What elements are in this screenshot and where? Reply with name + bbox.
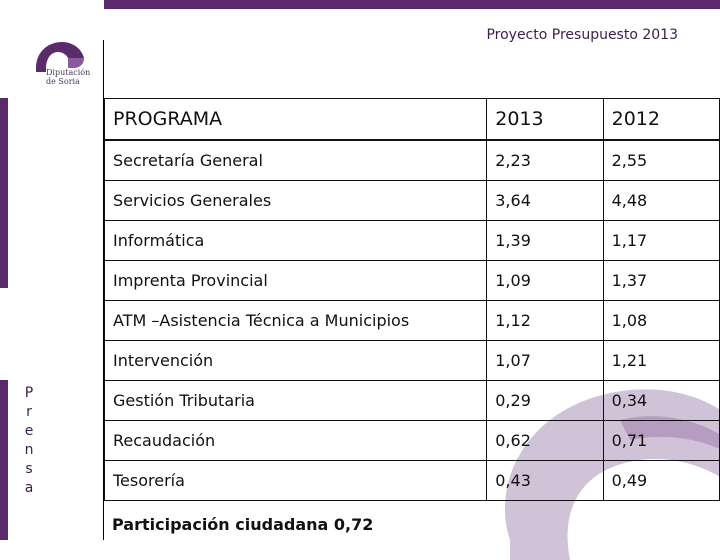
table-row: ATM –Asistencia Técnica a Municipios 1,1…: [103, 300, 720, 341]
value-2012-cell: 0,34: [602, 380, 720, 421]
table-row: Recaudación 0,62 0,71: [103, 420, 720, 461]
sidebar-vertical-label: P r e n s a: [22, 384, 36, 498]
program-cell: ATM –Asistencia Técnica a Municipios: [103, 300, 488, 341]
budget-table: PROGRAMA 2013 2012 Secretaría General 2,…: [103, 98, 720, 501]
value-2012-cell: 4,48: [602, 180, 720, 221]
value-2013-cell: 2,23: [486, 139, 604, 181]
table-row: Gestión Tributaria 0,29 0,34: [103, 380, 720, 421]
table-row: Secretaría General 2,23 2,55: [103, 139, 720, 181]
value-2012-cell: 2,55: [602, 139, 720, 181]
program-cell: Intervención: [103, 340, 488, 381]
header-2013: 2013: [486, 98, 604, 141]
table-header-row: PROGRAMA 2013 2012: [103, 98, 720, 141]
logo-text: Diputación de Soria: [46, 68, 90, 86]
logo-line-1: Diputación: [46, 68, 91, 77]
page-title: Proyecto Presupuesto 2013: [486, 27, 678, 43]
value-2012-cell: 1,37: [602, 260, 720, 301]
sidebar-letter: P: [24, 385, 34, 401]
value-2012-cell: 1,21: [602, 340, 720, 381]
value-2013-cell: 3,64: [486, 180, 604, 221]
value-2012-cell: 1,08: [602, 300, 720, 341]
value-2012-cell: 0,71: [602, 420, 720, 461]
table-row: Informática 1,39 1,17: [103, 220, 720, 261]
value-2013-cell: 1,07: [486, 340, 604, 381]
table-row: Servicios Generales 3,64 4,48: [103, 180, 720, 221]
value-2013-cell: 1,39: [486, 220, 604, 261]
left-accent-bar-top: [0, 98, 8, 288]
table-row: Tesorería 0,43 0,49: [103, 460, 720, 501]
value-2012-cell: 1,17: [602, 220, 720, 261]
sidebar-letter: s: [25, 461, 33, 477]
value-2012-cell: 0,49: [602, 460, 720, 501]
sidebar-letter: n: [24, 442, 34, 458]
program-cell: Secretaría General: [103, 139, 488, 181]
diputacion-logo-icon: [36, 42, 84, 72]
header-2012: 2012: [602, 98, 720, 141]
program-cell: Imprenta Provincial: [103, 260, 488, 301]
value-2013-cell: 0,29: [486, 380, 604, 421]
vertical-divider: [103, 40, 104, 540]
value-2013-cell: 0,43: [486, 460, 604, 501]
sidebar-letter: r: [26, 404, 32, 420]
value-2013-cell: 1,09: [486, 260, 604, 301]
logo-line-2: de Soria: [46, 77, 80, 86]
value-2013-cell: 0,62: [486, 420, 604, 461]
program-cell: Servicios Generales: [103, 180, 488, 221]
program-cell: Informática: [103, 220, 488, 261]
table-row: Intervención 1,07 1,21: [103, 340, 720, 381]
sidebar-letter: e: [24, 423, 34, 439]
left-accent-bar-bottom: [0, 380, 8, 540]
program-cell: Recaudación: [103, 420, 488, 461]
table-row: Imprenta Provincial 1,09 1,37: [103, 260, 720, 301]
sidebar-letter: a: [24, 480, 34, 496]
participation-note: Participación ciudadana 0,72: [112, 515, 374, 534]
program-cell: Gestión Tributaria: [103, 380, 488, 421]
value-2013-cell: 1,12: [486, 300, 604, 341]
program-cell: Tesorería: [103, 460, 488, 501]
header-programa: PROGRAMA: [103, 98, 488, 141]
top-accent-bar: [104, 0, 720, 9]
